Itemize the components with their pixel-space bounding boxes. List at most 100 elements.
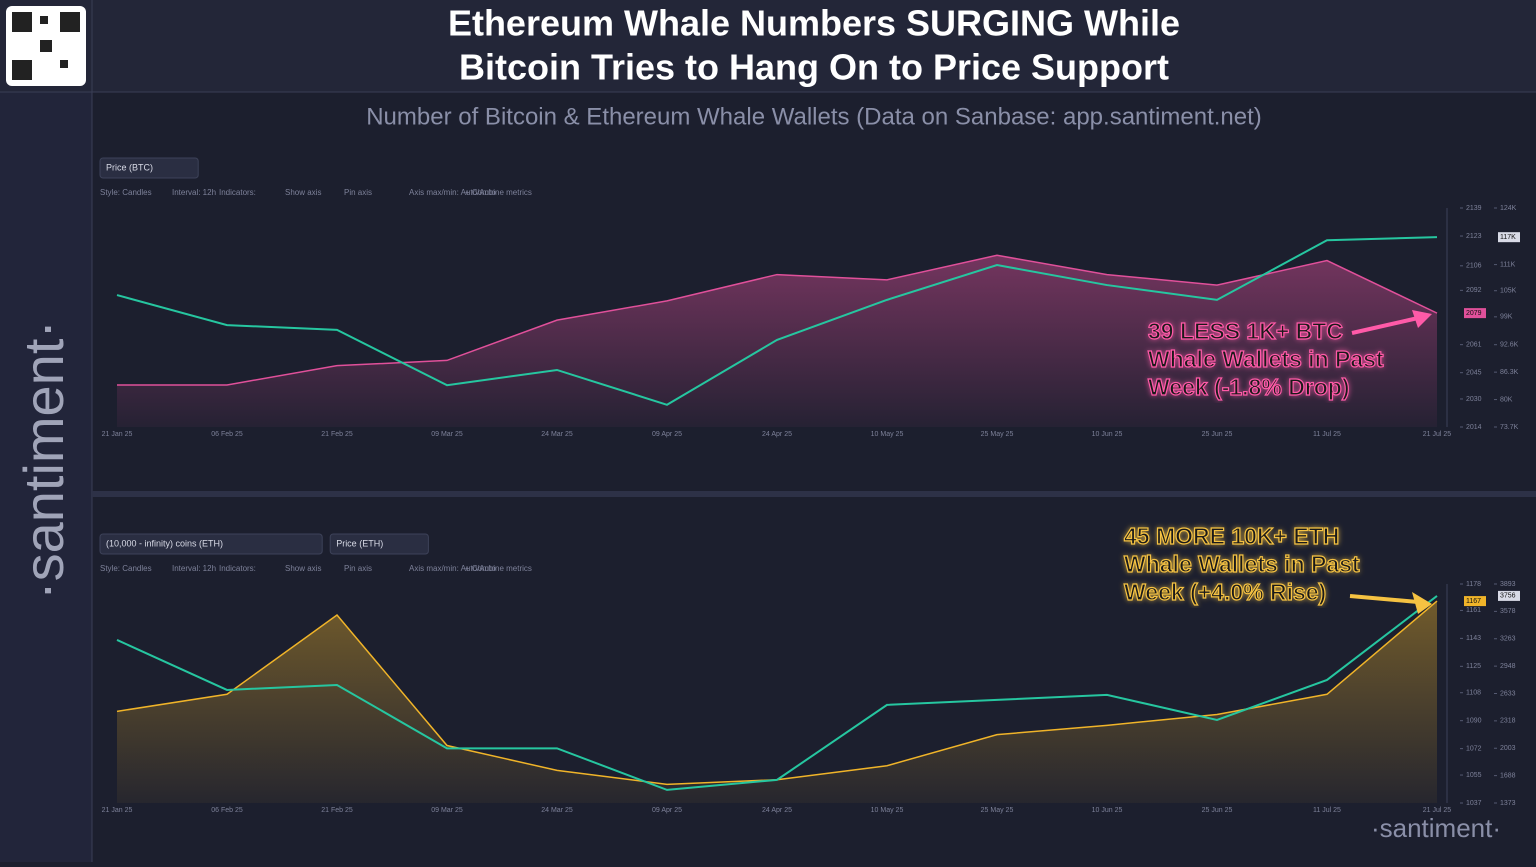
last-value-label: 2079: [1466, 310, 1482, 317]
title: Ethereum Whale Numbers SURGING While: [448, 3, 1180, 44]
control: Axis max/min: Auto/Auto: [409, 564, 496, 573]
brand: ·santiment·: [1371, 813, 1501, 843]
x-tick-label: 09 Mar 25: [431, 431, 463, 438]
control: Interval: 12h: [172, 188, 216, 197]
y-tick-label: 73.7K: [1500, 424, 1519, 431]
x-tick-label: 21 Jul 25: [1423, 807, 1452, 814]
x-tick-label: 10 May 25: [871, 807, 904, 814]
y-tick-label: 3578: [1500, 608, 1516, 615]
annotation: 45 MORE 10K+ ETH: [1124, 523, 1339, 549]
qr-pattern: [12, 12, 80, 80]
y-tick-label: 1072: [1466, 745, 1482, 752]
sidebar: [0, 92, 92, 862]
y-tick-label: 1108: [1466, 690, 1481, 697]
y-tick-label: 2061: [1466, 341, 1482, 348]
metric-chip: [329, 533, 429, 555]
y-tick-label: 2948: [1500, 663, 1516, 670]
y-tick-label: 1161: [1466, 607, 1481, 614]
whale-line: [117, 254, 1438, 386]
x-tick-label: 21 Jan 25: [102, 807, 133, 814]
control: Interval: 12h: [172, 564, 216, 573]
y-tick-label: 1688: [1500, 772, 1516, 779]
brand-vertical: ·santiment·: [12, 320, 75, 600]
title: Bitcoin Tries to Hang On to Price Suppor…: [459, 47, 1169, 88]
last-value-tag: [1498, 590, 1520, 601]
x-tick-label: 21 Feb 25: [321, 431, 353, 438]
y-tick-label: 1125: [1466, 663, 1481, 670]
x-tick-label: 25 May 25: [981, 431, 1014, 438]
y-tick-label: 2030: [1466, 396, 1482, 403]
y-tick-label: 124K: [1500, 205, 1517, 212]
annotation-arrow: [1351, 316, 1419, 335]
control: Indicators:: [219, 188, 256, 197]
control: Indicators:: [219, 564, 256, 573]
y-tick-label: 3263: [1500, 636, 1516, 643]
y-tick-label: 3893: [1500, 581, 1516, 588]
x-tick-label: 24 Apr 25: [762, 431, 792, 438]
y-tick-label: 2139: [1466, 205, 1482, 212]
x-tick-label: 24 Mar 25: [541, 431, 573, 438]
annotation: Week (-1.8% Drop): [1148, 374, 1350, 400]
annotation-glow: 45 MORE 10K+ ETH: [1124, 523, 1339, 549]
area-fill: [117, 255, 1437, 427]
y-tick-label: 92.6K: [1500, 342, 1519, 349]
y-tick-label: 1055: [1466, 772, 1482, 779]
y-tick-label: 2106: [1466, 263, 1482, 270]
y-tick-label: 1090: [1466, 718, 1482, 725]
x-tick-label: 06 Feb 25: [211, 431, 243, 438]
annotation-glow: Whale Wallets in Past: [1148, 346, 1384, 372]
y-tick-label: 1143: [1466, 635, 1481, 642]
y-tick-label: 80K: [1500, 396, 1513, 403]
control: Axis max/min: Auto/Auto: [409, 188, 496, 197]
metric-label: Price (BTC): [106, 162, 153, 172]
metric-label: (10,000 - infinity) coins (ETH): [106, 538, 223, 548]
x-tick-label: 06 Feb 25: [211, 807, 243, 814]
control: Style: Candles: [100, 188, 152, 197]
last-value-label: 1167: [1466, 598, 1481, 605]
annotation: Whale Wallets in Past: [1148, 346, 1384, 372]
annotation-glow: Week (-1.8% Drop): [1148, 374, 1350, 400]
y-tick-label: 2633: [1500, 690, 1516, 697]
y-tick-label: 2045: [1466, 370, 1482, 377]
y-tick-label: 2318: [1500, 718, 1516, 725]
x-tick-label: 21 Feb 25: [321, 807, 353, 814]
control: + Combine metrics: [465, 188, 532, 197]
control: + Combine metrics: [465, 564, 532, 573]
last-value-tag: [1464, 596, 1486, 607]
x-tick-label: 09 Apr 25: [652, 807, 682, 814]
last-value-tag: [1498, 232, 1520, 243]
annotation-glow: 39 LESS 1K+ BTC: [1148, 318, 1343, 344]
annotation-glow: Whale Wallets in Past: [1124, 551, 1360, 577]
control: Pin axis: [344, 188, 372, 197]
annotation: Whale Wallets in Past: [1124, 551, 1360, 577]
y-tick-label: 2014: [1466, 424, 1482, 431]
x-tick-label: 24 Apr 25: [762, 807, 792, 814]
header-bg: [0, 0, 1536, 92]
annotation: Week (+4.0% Rise): [1124, 579, 1326, 605]
control: Style: Candles: [100, 564, 152, 573]
y-tick-label: 1178: [1466, 581, 1481, 588]
x-tick-label: 24 Mar 25: [541, 807, 573, 814]
x-tick-label: 25 Jun 25: [1202, 807, 1233, 814]
arrow-head: [1412, 310, 1432, 328]
y-tick-label: 2092: [1466, 287, 1482, 294]
y-tick-label: 86.3K: [1500, 369, 1519, 376]
x-tick-label: 10 May 25: [871, 431, 904, 438]
annotation-arrow: [1349, 594, 1419, 604]
x-tick-label: 21 Jul 25: [1423, 431, 1452, 438]
y-tick-label: 2123: [1466, 233, 1482, 240]
control: Show axis: [285, 564, 321, 573]
control: Show axis: [285, 188, 321, 197]
x-tick-label: 09 Apr 25: [652, 431, 682, 438]
y-tick-label: 105K: [1500, 288, 1517, 295]
x-tick-label: 25 Jun 25: [1202, 431, 1233, 438]
subtitle: Number of Bitcoin & Ethereum Whale Walle…: [366, 103, 1262, 130]
price-line: [116, 236, 1438, 406]
price-line: [116, 595, 1438, 791]
y-tick-label: 1373: [1500, 800, 1516, 807]
y-tick-label: 2003: [1500, 745, 1516, 752]
x-tick-label: 21 Jan 25: [102, 431, 133, 438]
metric-chip: [99, 157, 199, 179]
